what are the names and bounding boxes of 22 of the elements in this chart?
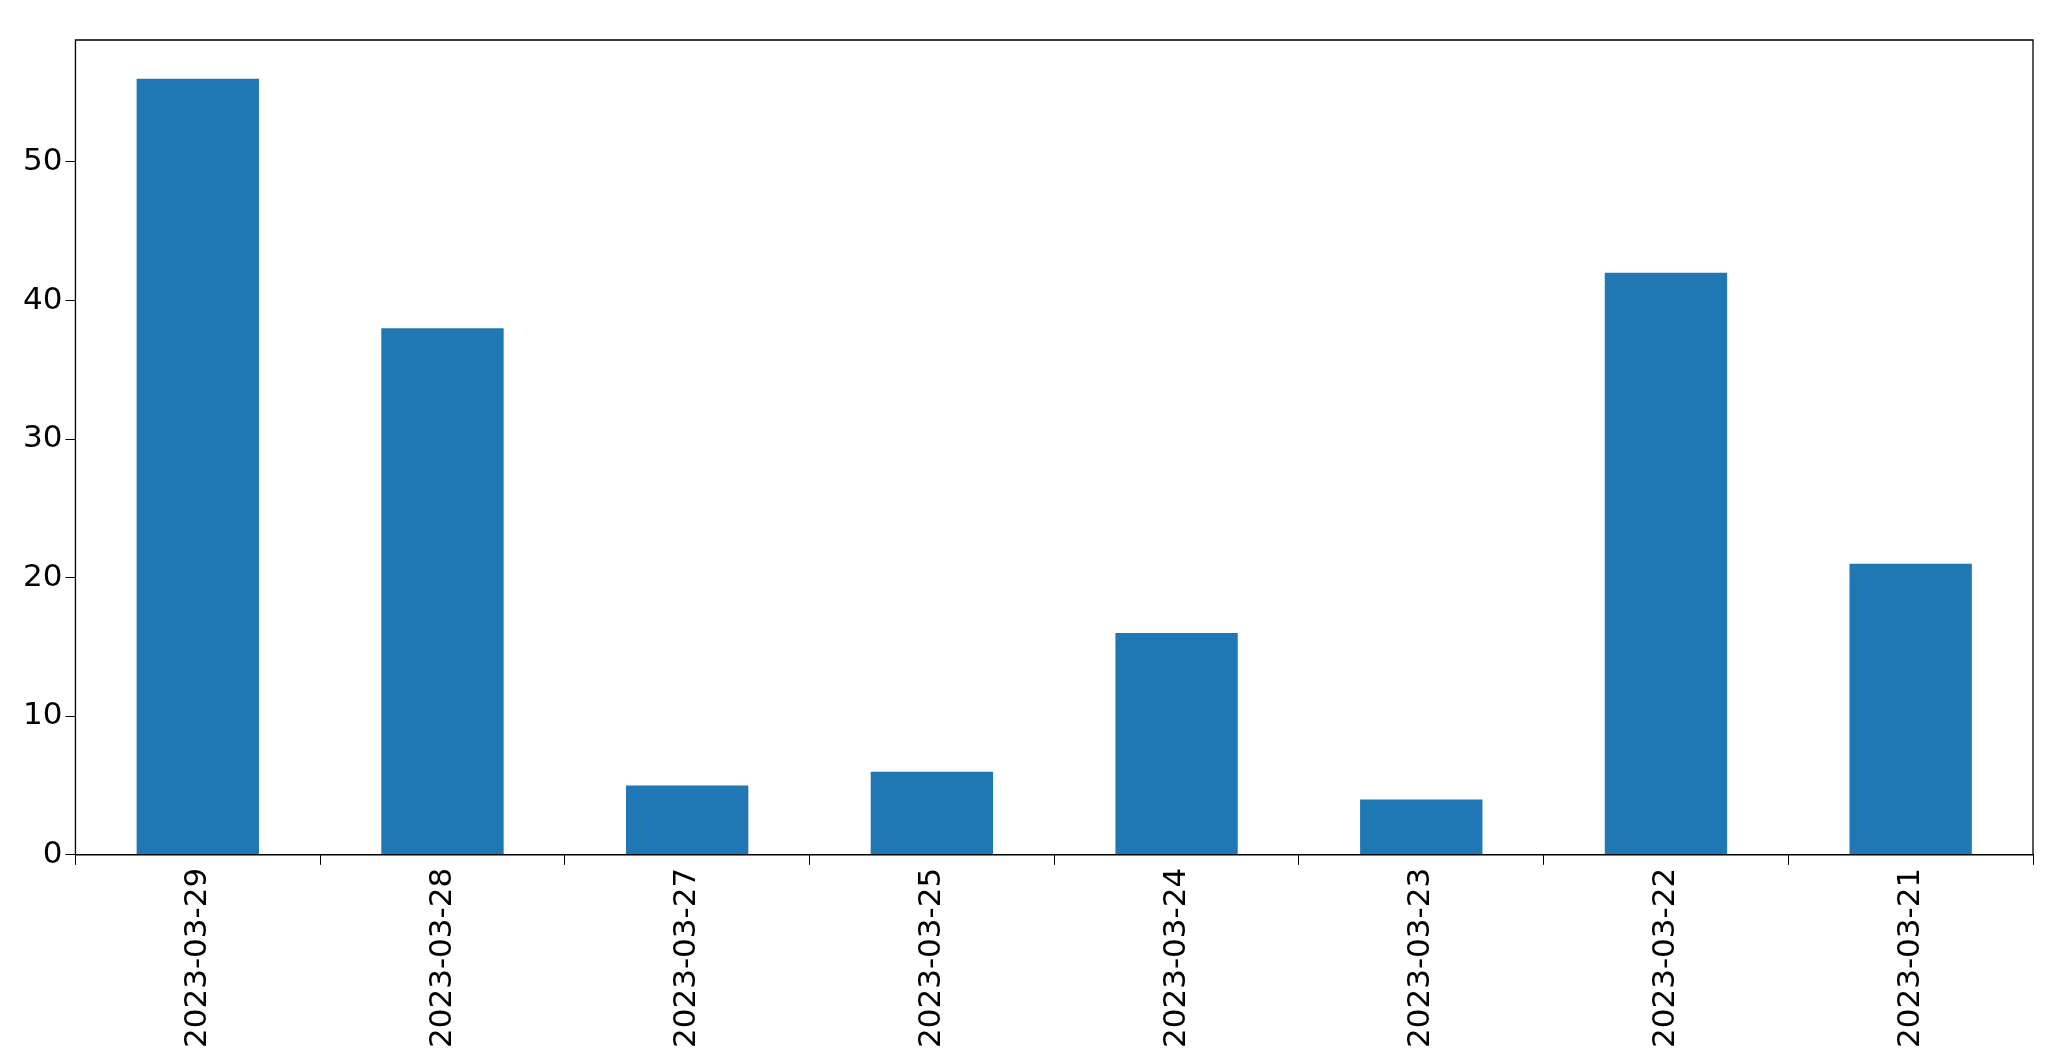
bar: [381, 328, 504, 855]
y-tick-label: 20: [22, 556, 63, 593]
x-tick-label: 2023-03-27: [666, 867, 703, 1049]
x-tick-label: 2023-03-21: [1889, 867, 1926, 1049]
bar: [1849, 563, 1972, 855]
bar: [136, 78, 259, 855]
x-tick-label: 2023-03-22: [1645, 867, 1682, 1049]
x-tick-label: 2023-03-23: [1400, 867, 1437, 1049]
y-tick-label: 50: [22, 141, 63, 177]
bar: [1604, 272, 1728, 855]
x-tick-label: 2023-03-28: [421, 867, 458, 1049]
y-tick-label: 0: [42, 833, 63, 870]
x-tick-label: 2023-03-24: [1155, 867, 1192, 1049]
y-tick-label: 40: [22, 279, 63, 316]
bar: [1115, 633, 1238, 855]
bar: [870, 771, 994, 855]
x-tick-label: 2023-03-29: [176, 867, 213, 1049]
y-tick-label: 10: [22, 695, 63, 732]
bar: [626, 785, 749, 855]
bar: [1360, 799, 1483, 855]
x-tick-label: 2023-03-25: [910, 867, 947, 1049]
y-tick-label: 30: [22, 418, 63, 455]
